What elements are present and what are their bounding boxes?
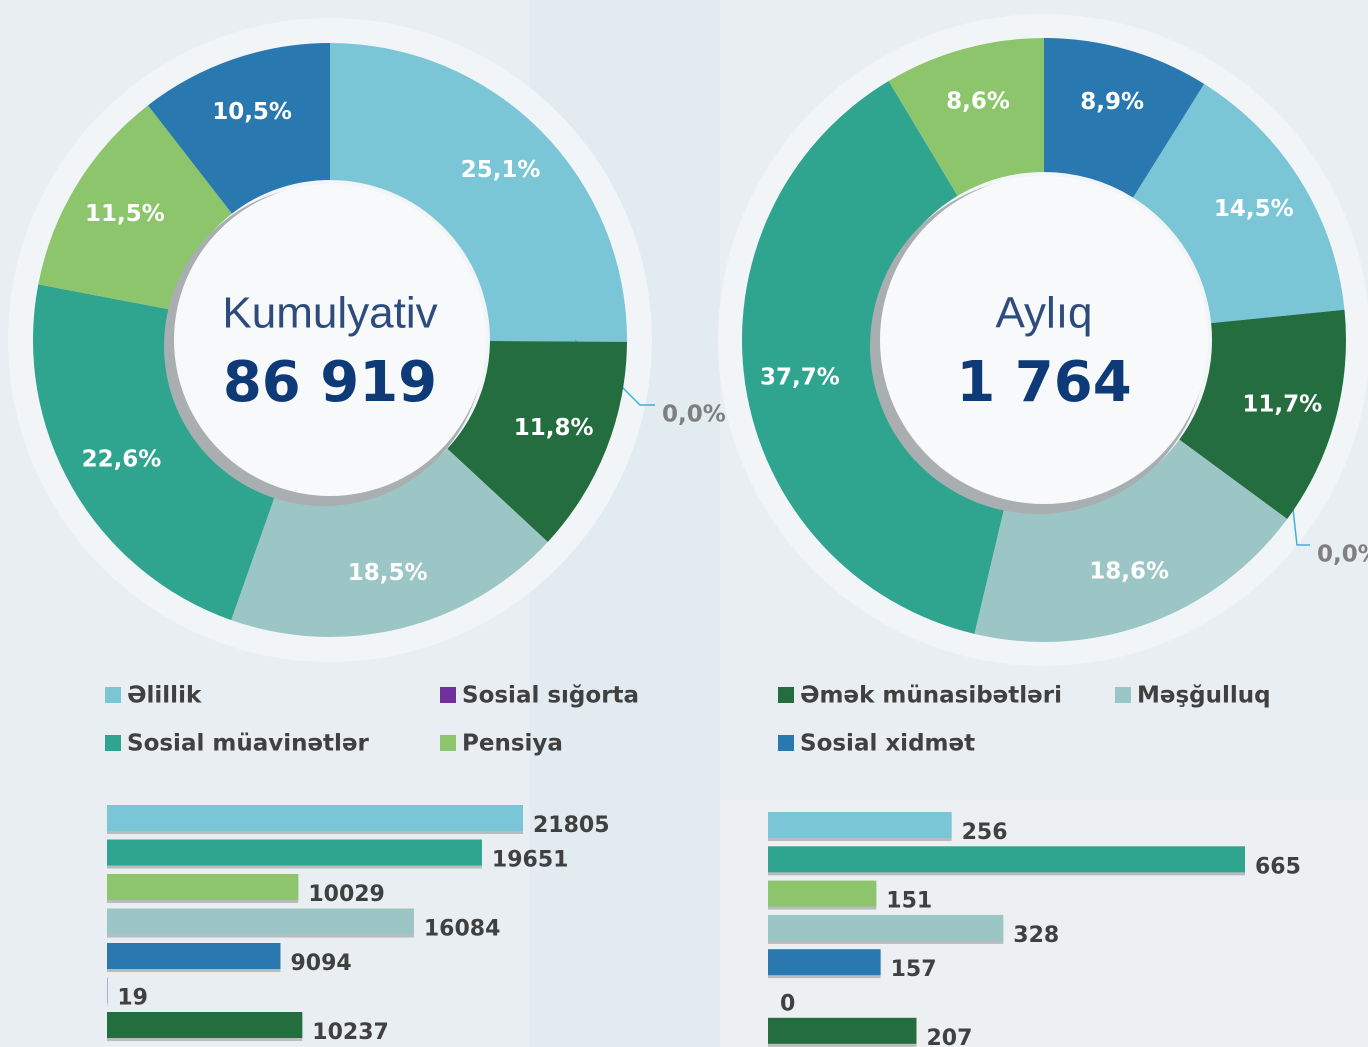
legend-swatch (440, 687, 456, 703)
slice (32, 284, 277, 621)
bar (107, 874, 299, 900)
slice (447, 341, 627, 542)
slice-label: 11,8% (514, 415, 594, 441)
bar-label: 10029 (308, 882, 385, 907)
bar (768, 846, 1245, 873)
center-value: 1 764 (956, 350, 1131, 415)
center-title: Aylıq (995, 289, 1092, 338)
bar (107, 805, 523, 831)
slice-label: 37,7% (760, 364, 840, 390)
legend-swatch (778, 687, 794, 703)
slice-label: 0,0% (662, 402, 726, 428)
bar-label: 19651 (492, 848, 569, 873)
center (880, 176, 1208, 504)
slice (231, 448, 548, 637)
bar (768, 914, 1004, 941)
bar-label: 151 (886, 889, 932, 914)
bar-label: 16084 (424, 917, 501, 942)
bar (107, 908, 414, 935)
slice-label: 18,5% (348, 560, 428, 586)
bar-label: 0 (780, 992, 795, 1017)
slice-label: 18,6% (1089, 558, 1169, 584)
bar-label: 207 (926, 1026, 972, 1047)
slice (38, 105, 232, 311)
slice (147, 43, 330, 214)
legend-label: Əlillik (127, 683, 202, 709)
slice-label: 0,0% (1317, 542, 1368, 568)
slice (1044, 38, 1205, 198)
slice-label: 25,1% (461, 157, 541, 183)
legend-label: Əmək münasibətləri (800, 683, 1062, 709)
bar-label: 157 (891, 957, 937, 982)
slice (1133, 84, 1345, 324)
slice (888, 38, 1044, 196)
slice-label: 14,5% (1214, 196, 1294, 222)
bar-label: 665 (1255, 854, 1301, 879)
legend-label: Sosial xidmət (800, 731, 975, 757)
slice (1179, 309, 1346, 520)
bar (768, 1017, 917, 1044)
center-value: 86 919 (223, 350, 437, 415)
legend-swatch (1115, 687, 1131, 703)
bar (107, 839, 482, 866)
bar-label: 21805 (533, 813, 610, 838)
bar (768, 812, 952, 838)
bar-label: 256 (962, 820, 1008, 845)
legend-swatch (105, 735, 121, 751)
legend-label: Məşğulluq (1137, 683, 1271, 709)
legend-label: Sosial sığorta (462, 683, 639, 709)
legend-swatch (105, 687, 121, 703)
slice-label: 8,9% (1080, 89, 1144, 115)
bar (107, 1012, 303, 1038)
bar-label: 328 (1013, 923, 1059, 948)
slice-label: 11,7% (1242, 392, 1322, 418)
center-title: Kumulyativ (222, 289, 437, 338)
bar (768, 880, 877, 907)
slice-label: 22,6% (82, 446, 162, 472)
slice (330, 43, 627, 342)
slice-label: 8,6% (946, 88, 1010, 114)
center (174, 184, 486, 496)
legend-label: Sosial müavinətlər (127, 731, 370, 757)
legend-label: Pensiya (462, 731, 563, 757)
bar-label: 10237 (312, 1020, 389, 1045)
legend-swatch (778, 735, 794, 751)
slice-label: 10,5% (212, 99, 292, 125)
bar-label: 9094 (290, 951, 351, 976)
bar (107, 943, 281, 969)
bar-label: 19 (117, 986, 148, 1011)
legend-swatch (440, 735, 456, 751)
slice-label: 11,5% (85, 201, 165, 227)
slice (974, 439, 1288, 642)
bar (768, 949, 881, 976)
